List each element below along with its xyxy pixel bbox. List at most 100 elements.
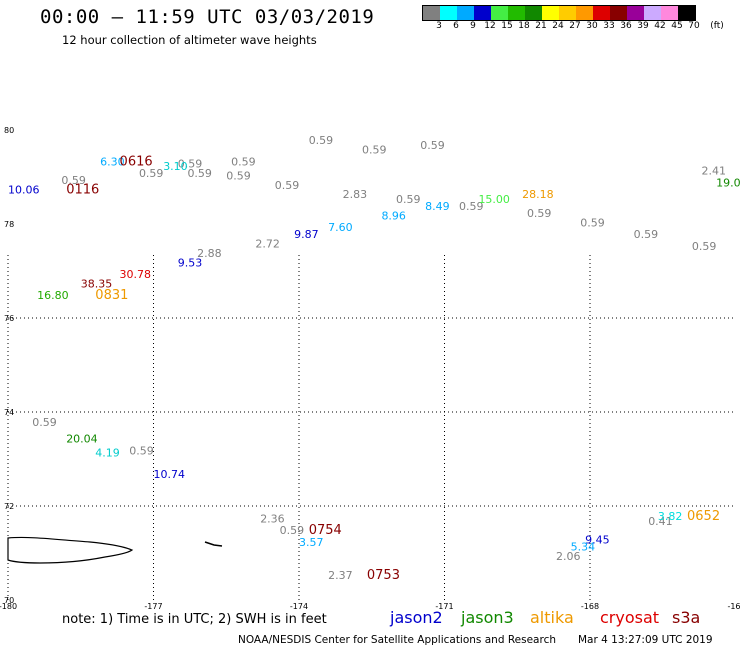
legend-tick-label: 70 (688, 21, 700, 31)
wave-height-value: 0.59 (187, 167, 212, 180)
wave-height-value: 0.59 (396, 193, 421, 206)
legend-swatch (440, 6, 457, 20)
observation-time-label: 0831 (95, 288, 128, 303)
longitude-label: -174 (290, 602, 308, 611)
longitude-label: -16 (727, 602, 740, 611)
wave-height-value: 9.87 (294, 228, 319, 241)
wave-height-value: 0.59 (280, 524, 305, 537)
wave-height-value: 0.59 (231, 155, 256, 168)
legend-swatch (491, 6, 508, 20)
wave-height-value: 0.59 (178, 158, 203, 171)
wave-height-value: 2.36 (260, 512, 285, 525)
observation-time-label: 0116 (66, 182, 99, 197)
wave-height-value: 0.59 (527, 207, 552, 220)
legend-swatch (661, 6, 678, 20)
wave-height-value: 38.35 (81, 277, 113, 290)
latitude-label: 78 (4, 220, 14, 229)
legend-tick-label: 27 (569, 21, 581, 31)
color-legend (422, 5, 696, 21)
legend-tick-label: 3 (436, 21, 442, 31)
legend-swatch (610, 6, 627, 20)
legend-tick-label: 45 (671, 21, 683, 31)
wave-height-value: 8.49 (425, 200, 450, 213)
wave-height-value: 0.59 (129, 444, 154, 457)
wave-height-value: 0.59 (32, 416, 57, 429)
wave-height-value: 0.59 (634, 228, 659, 241)
wave-height-value: 15.00 (478, 193, 510, 206)
latitude-label: 72 (4, 502, 14, 511)
footer-note: note: 1) Time is in UTC; 2) SWH is in fe… (62, 612, 327, 627)
satellite-name: altika (530, 608, 574, 627)
legend-tick-label: 6 (453, 21, 459, 31)
longitude-label: -180 (0, 602, 17, 611)
observation-time-label: 0753 (367, 568, 400, 583)
coastline (7, 536, 134, 564)
latitude-label: 80 (4, 126, 14, 135)
wave-height-value: 6.30 (100, 155, 125, 168)
wave-height-value: 0.59 (692, 240, 717, 253)
legend-swatch (474, 6, 491, 20)
satellite-name: cryosat (600, 608, 660, 627)
legend-swatch (627, 6, 644, 20)
wave-height-value: 19.08 (716, 176, 740, 189)
legend-tick-label: 24 (552, 21, 564, 31)
wave-height-value: 2.88 (197, 247, 222, 260)
longitude-label: -177 (144, 602, 162, 611)
satellite-name: jason2 (390, 608, 443, 627)
legend-tick-label: 30 (586, 21, 598, 31)
satellite-name: jason3 (461, 608, 514, 627)
wave-height-value: 4.19 (95, 447, 120, 460)
legend-tick-label: 9 (470, 21, 476, 31)
wave-height-value: 30.78 (120, 268, 152, 281)
observation-time-label: 0616 (120, 154, 153, 169)
legend-tick-label: 15 (501, 21, 513, 31)
wave-height-value: 0.59 (309, 134, 334, 147)
wave-height-value: 0.59 (139, 167, 164, 180)
coastline (204, 541, 223, 547)
legend-swatch (644, 6, 661, 20)
wave-height-value: 16.80 (37, 289, 69, 302)
longitude-label: -168 (581, 602, 599, 611)
wave-height-value: 2.41 (702, 165, 727, 178)
map-title: 00:00 – 11:59 UTC 03/03/2019 (40, 6, 375, 28)
wave-height-value: 20.04 (66, 433, 98, 446)
wave-height-value: 9.53 (178, 256, 203, 269)
generated-timestamp: Mar 4 13:27:09 UTC 2019 (578, 634, 713, 646)
legend-tick-label: 21 (535, 21, 547, 31)
wave-height-value: 0.59 (226, 169, 251, 182)
legend-swatch (559, 6, 576, 20)
latitude-label: 76 (4, 314, 14, 323)
credit-text: NOAA/NESDIS Center for Satellite Applica… (238, 634, 556, 646)
wave-height-value: 2.06 (556, 550, 581, 563)
legend-swatch (678, 6, 695, 20)
wave-height-value: 3.10 (163, 160, 188, 173)
latitude-label: 70 (4, 596, 14, 605)
legend-tick-label: 12 (484, 21, 496, 31)
legend-swatch (525, 6, 542, 20)
observation-time-label: 0754 (309, 523, 342, 538)
legend-tick-label: 39 (637, 21, 649, 31)
observation-time-label: 0652 (687, 509, 720, 524)
wave-height-value: 0.59 (420, 139, 445, 152)
wave-height-value: 3.57 (299, 536, 324, 549)
wave-height-value: 2.72 (255, 238, 280, 251)
legend-swatch (542, 6, 559, 20)
legend-tick-label: 18 (518, 21, 530, 31)
map-subtitle: 12 hour collection of altimeter wave hei… (62, 33, 317, 47)
legend-tick-label: 42 (654, 21, 666, 31)
legend-tick-label: 36 (620, 21, 632, 31)
wave-height-value: 10.74 (154, 468, 186, 481)
wave-height-value: 10.06 (8, 183, 40, 196)
longitude-label: -171 (435, 602, 453, 611)
satellite-name: s3a (672, 608, 701, 627)
wave-height-value: 0.59 (459, 200, 484, 213)
legend-swatch (593, 6, 610, 20)
wave-height-value: 0.59 (362, 144, 387, 157)
wave-height-value: 5.34 (571, 541, 596, 554)
wave-height-value: 2.83 (343, 188, 368, 201)
legend-tick-label: 33 (603, 21, 615, 31)
wave-height-value: 3.82 (658, 510, 683, 523)
wave-height-value: 0.59 (61, 174, 86, 187)
wave-height-value: 0.59 (580, 216, 605, 229)
